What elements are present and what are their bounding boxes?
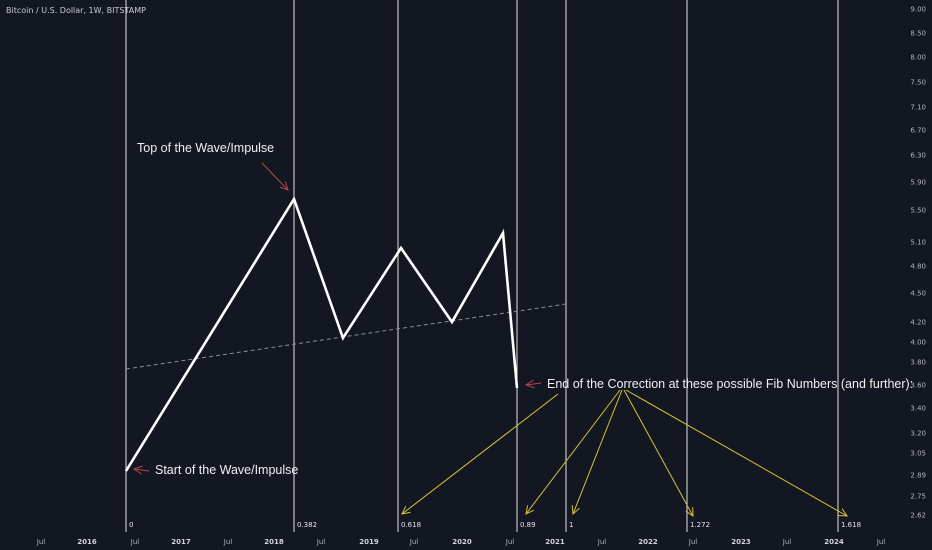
yellow-arrow-0618 [402,393,559,514]
time-axis-label: Jul [36,538,46,546]
time-axis-label: Jul [316,538,326,546]
price-tick-label: 8.50 [910,30,926,38]
time-axis-label: 2021 [545,538,565,546]
price-tick-label: 3.60 [910,382,926,390]
price-tick-label: 4.80 [910,263,926,271]
time-axis-label: 2018 [264,538,284,546]
time-axis-label: Jul [130,538,140,546]
time-axis-label: Jul [223,538,233,546]
price-tick-label: 4.20 [910,319,926,327]
start-annotation-text[interactable]: Start of the Wave/Impulse [155,463,298,477]
time-axis-label: Jul [505,538,515,546]
fib-label-0: 0 [129,521,133,529]
price-tick-label: 5.10 [910,239,926,247]
price-tick-label: 6.70 [910,127,926,135]
time-axis-label: 2016 [77,538,97,546]
end-annotation-arrow [526,383,542,385]
fib-time-zone-lines [125,0,839,532]
time-axis[interactable]: Jul 2016 Jul 2017 Jul 2018 Jul 2019 Jul 2020 Jul 20… [36,538,886,546]
fib-label-1: 0.382 [297,521,317,529]
price-axis[interactable]: 9.00 8.50 8.00 7.50 7.10 6.70 6.30 5.90 5.50 5.10… [910,6,926,520]
price-tick-label: 8.00 [910,54,926,62]
price-tick-label: 2.89 [910,472,926,480]
yellow-arrow-1 [573,389,623,514]
price-tick-label: 2.75 [910,493,926,501]
yellow-arrow-1618 [625,389,847,516]
price-tick-label: 2.62 [910,512,926,520]
time-axis-label: 2017 [171,538,191,546]
price-tick-label: 6.30 [910,152,926,160]
time-axis-label: Jul [597,538,607,546]
time-axis-label: Jul [409,538,419,546]
top-annotation-arrow [261,162,288,190]
top-annotation-text[interactable]: Top of the Wave/Impulse [137,141,274,155]
time-axis-label: 2023 [731,538,751,546]
time-axis-label: Jul [688,538,698,546]
price-tick-label: 3.40 [910,405,926,413]
fib-label-3: 0.89 [520,521,536,529]
time-axis-label: 2019 [359,538,379,546]
wave-path-line[interactable] [124,196,519,472]
price-tick-label: 4.50 [910,290,926,298]
price-tick-label: 3.80 [910,359,926,367]
fib-label-5: 1.272 [690,521,710,529]
price-tick-label: 9.00 [910,6,926,14]
dashed-trend-line[interactable] [125,303,567,370]
fib-level-labels: 0 0.382 0.618 0.89 1 1.272 1.618 [129,521,861,529]
fib-label-2: 0.618 [401,521,421,529]
end-annotation-text[interactable]: End of the Correction at these possible … [547,377,913,391]
time-axis-label: 2024 [824,538,844,546]
price-tick-label: 7.10 [910,104,926,112]
yellow-arrow-089 [526,389,621,514]
time-axis-label: 2020 [452,538,472,546]
time-axis-label: Jul [876,538,886,546]
price-tick-label: 3.05 [910,450,926,458]
yellow-arrow-1272 [623,389,693,516]
price-tick-label: 3.20 [910,430,926,438]
time-axis-label: 2022 [638,538,658,546]
price-tick-label: 7.50 [910,79,926,87]
start-annotation-arrow [134,469,150,471]
price-tick-label: 4.00 [910,339,926,347]
fib-label-4: 1 [569,521,573,529]
yellow-arrows [402,389,847,516]
price-tick-label: 5.90 [910,179,926,187]
fib-label-6: 1.618 [841,521,861,529]
price-tick-label: 5.50 [910,207,926,215]
symbol-title[interactable]: Bitcoin / U.S. Dollar, 1W, BITSTAMP [6,6,146,15]
time-axis-label: Jul [782,538,792,546]
